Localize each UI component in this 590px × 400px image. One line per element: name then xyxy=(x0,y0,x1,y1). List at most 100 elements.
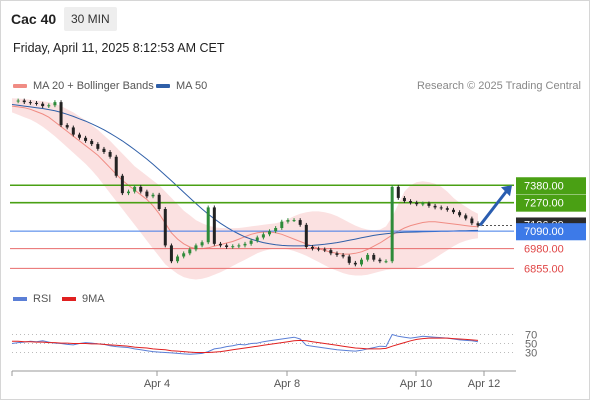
candle-body xyxy=(102,148,106,152)
x-tick-label: Apr 4 xyxy=(144,378,170,390)
legend-ma20-swatch xyxy=(13,84,27,88)
candle-body xyxy=(96,144,100,149)
candle-body xyxy=(353,262,357,265)
candle-body xyxy=(476,223,480,226)
candle-body xyxy=(22,100,26,103)
level-label-6980.00: 6980.00 xyxy=(524,244,564,256)
candle-body xyxy=(292,220,296,222)
candle-body xyxy=(360,259,363,265)
candle-body xyxy=(451,209,455,213)
candle-body xyxy=(206,207,210,243)
candle-body xyxy=(458,212,462,216)
pivot-tag-top xyxy=(516,223,586,241)
candle-body xyxy=(470,218,474,224)
candle-body xyxy=(59,102,63,126)
legend-9ma: 9MA xyxy=(62,293,105,305)
candle-body xyxy=(439,207,443,209)
candle-body xyxy=(304,224,308,247)
candle-body xyxy=(310,247,314,249)
timestamp: Friday, April 11, 2025 8:12:53 AM CET xyxy=(13,41,225,55)
rsi-9ma-line xyxy=(12,337,479,353)
candle-body xyxy=(268,231,272,235)
bollinger-band xyxy=(12,98,478,280)
candle-body xyxy=(347,256,351,263)
candle-body xyxy=(212,207,216,244)
candle-body xyxy=(409,201,413,203)
candle-body xyxy=(231,246,235,248)
candle-body xyxy=(41,103,45,107)
candle-body xyxy=(225,245,229,247)
candle-body xyxy=(182,253,186,257)
legend-ma20: MA 20 + Bollinger Bands xyxy=(13,80,154,92)
level-label-7270.00: 7270.00 xyxy=(524,198,564,210)
candle-body xyxy=(445,208,449,210)
credit-text: Research © 2025 Trading Central xyxy=(416,80,581,92)
candle-body xyxy=(249,240,253,244)
candle-body xyxy=(433,205,437,208)
candle-body xyxy=(16,100,20,102)
candle-body xyxy=(176,256,180,262)
candle-body xyxy=(108,152,112,157)
candle-body xyxy=(90,140,94,145)
candle-body xyxy=(366,254,370,260)
legend-ma50-swatch xyxy=(156,84,170,88)
candle-body xyxy=(298,220,302,225)
chart-header: Cac 40 30 MIN xyxy=(0,0,590,36)
forecast-arrow-head xyxy=(501,185,512,197)
candle-body xyxy=(372,254,376,260)
ma50-line xyxy=(11,104,479,247)
candle-body xyxy=(396,186,400,198)
timeframe-badge[interactable]: 30 MIN xyxy=(64,7,117,31)
forecast-arrow-shaft xyxy=(478,188,510,227)
legend-ma50-label: MA 50 xyxy=(176,80,208,92)
candle-body xyxy=(188,249,192,254)
candle-body xyxy=(317,248,321,250)
legend-9ma-swatch xyxy=(62,297,76,301)
candle-body xyxy=(335,253,339,255)
level-label-6855.00: 6855.00 xyxy=(524,263,564,275)
candle-body xyxy=(53,102,57,106)
candle-body xyxy=(237,245,241,247)
legend-rsi-swatch xyxy=(13,297,27,301)
candle-body xyxy=(163,209,167,246)
candle-body xyxy=(157,194,161,209)
candle-body xyxy=(255,237,259,241)
pivot-label-top: 7090.00 xyxy=(524,226,564,238)
rsi-line xyxy=(11,333,479,355)
rsi-tick-label: 30 xyxy=(525,348,537,360)
candle-body xyxy=(415,202,419,205)
candle-body xyxy=(384,261,388,263)
candle-body xyxy=(378,259,382,262)
candle-body xyxy=(329,250,333,254)
candle-body xyxy=(261,234,265,238)
candle-body xyxy=(151,194,155,197)
candle-body xyxy=(169,245,173,262)
legend-9ma-label: 9MA xyxy=(82,293,105,305)
legend-rsi: RSI xyxy=(13,293,51,305)
candle-body xyxy=(323,249,327,251)
candle-body xyxy=(218,243,222,246)
candle-body xyxy=(421,203,425,205)
candle-body xyxy=(77,134,81,138)
legend-rsi-label: RSI xyxy=(33,293,52,305)
candle-body xyxy=(194,245,198,250)
x-tick-label: Apr 8 xyxy=(274,378,300,390)
candle-body xyxy=(84,137,88,141)
candle-body xyxy=(120,175,124,194)
legend-ma20-label: MA 20 + Bollinger Bands xyxy=(33,80,154,92)
candle-body xyxy=(200,242,204,246)
candle-body xyxy=(127,191,130,194)
legend-ma50: MA 50 xyxy=(156,80,207,92)
candle-body xyxy=(145,191,149,197)
candle-body xyxy=(274,228,278,232)
candle-body xyxy=(133,186,137,192)
candle-body xyxy=(47,105,51,107)
rsi-tick-label: 50 xyxy=(525,339,537,351)
candle-body xyxy=(71,127,75,135)
candle-body xyxy=(65,125,69,128)
candle-body xyxy=(427,203,431,206)
level-tag-7270.00 xyxy=(516,194,586,212)
candle-body xyxy=(139,186,143,192)
candle-body xyxy=(280,221,284,228)
